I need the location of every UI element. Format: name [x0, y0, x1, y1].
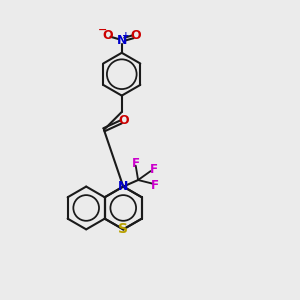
- Text: −: −: [98, 25, 107, 35]
- Text: O: O: [102, 29, 113, 42]
- Text: N: N: [117, 34, 127, 47]
- Text: F: F: [151, 179, 159, 192]
- Text: F: F: [132, 157, 140, 170]
- Text: +: +: [122, 31, 130, 40]
- Text: O: O: [131, 29, 141, 42]
- Text: F: F: [150, 164, 158, 176]
- Text: S: S: [118, 222, 128, 236]
- Text: N: N: [118, 180, 128, 193]
- Text: O: O: [118, 114, 129, 128]
